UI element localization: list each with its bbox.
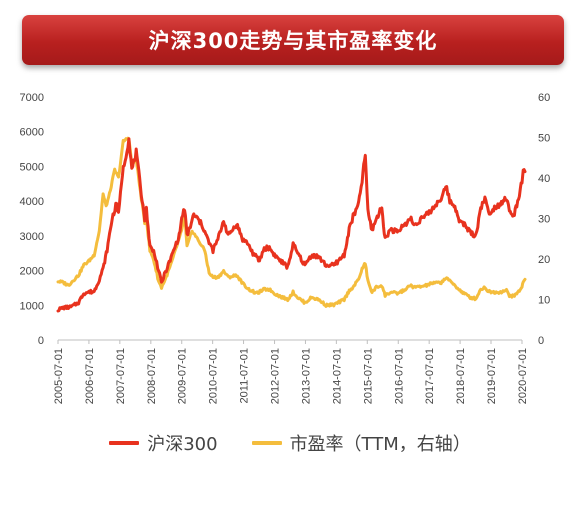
legend-swatch-pe bbox=[251, 441, 282, 445]
y-right-tick-label: 0 bbox=[538, 335, 544, 347]
y-left-tick-label: 7000 bbox=[20, 92, 44, 104]
x-tick-label: 2013-07-01 bbox=[300, 348, 312, 404]
y-left-tick-label: 6000 bbox=[20, 127, 44, 139]
y-right-tick-label: 40 bbox=[538, 173, 550, 185]
x-tick-label: 2019-07-01 bbox=[486, 348, 498, 404]
y-right-tick-label: 20 bbox=[538, 254, 550, 266]
x-tick-label: 2007-07-01 bbox=[115, 348, 127, 404]
x-tick-label: 2008-07-01 bbox=[146, 348, 158, 404]
x-tick-label: 2009-07-01 bbox=[177, 348, 189, 404]
x-tick-label: 2014-07-01 bbox=[331, 348, 343, 404]
x-tick-label: 2020-07-01 bbox=[517, 348, 529, 404]
y-left-tick-label: 5000 bbox=[20, 161, 44, 173]
y-left-tick-label: 1000 bbox=[20, 300, 44, 312]
x-tick-label: 2015-07-01 bbox=[362, 348, 374, 404]
y-right-tick-label: 30 bbox=[538, 214, 550, 226]
series-line-pe bbox=[56, 136, 527, 308]
legend-item-index: 沪深300 bbox=[109, 430, 218, 456]
legend-label-index: 沪深300 bbox=[147, 434, 218, 455]
line-chart: 0 1000 2000 3000 4000 5000 6000 7000 0 10 20 30 40 50… bbox=[20, 92, 551, 404]
x-tick-label: 2010-07-01 bbox=[208, 348, 220, 404]
y-left-tick-label: 0 bbox=[38, 335, 44, 347]
y-right-tick-label: 50 bbox=[538, 133, 550, 145]
y-left-tick-label: 4000 bbox=[20, 196, 44, 208]
legend-swatch-index bbox=[109, 441, 140, 445]
x-tick-label: 2011-07-01 bbox=[239, 348, 251, 403]
x-tick-label: 2012-07-01 bbox=[270, 348, 282, 404]
x-tick-label: 2005-07-01 bbox=[53, 348, 65, 404]
legend-item-pe: 市盈率（TTM，右轴） bbox=[251, 430, 471, 456]
y-right-tick-label: 60 bbox=[538, 92, 550, 104]
y-right-tick-label: 10 bbox=[538, 295, 550, 307]
x-tick-label: 2006-07-01 bbox=[84, 348, 96, 404]
chart-title: 沪深300走势与其市盈率变化 bbox=[148, 29, 438, 53]
x-tick-label: 2017-07-01 bbox=[424, 348, 436, 404]
y-left-tick-label: 2000 bbox=[20, 266, 44, 278]
legend: 沪深300 市盈率（TTM，右轴） bbox=[0, 430, 580, 456]
y-left-tick-label: 3000 bbox=[20, 231, 44, 243]
series-line-index bbox=[56, 137, 527, 313]
legend-label-pe: 市盈率（TTM，右轴） bbox=[289, 434, 471, 455]
x-tick-label: 2018-07-01 bbox=[455, 348, 467, 404]
title-banner: 沪深300走势与其市盈率变化 bbox=[22, 15, 564, 65]
x-tick-label: 2016-07-01 bbox=[393, 348, 405, 404]
